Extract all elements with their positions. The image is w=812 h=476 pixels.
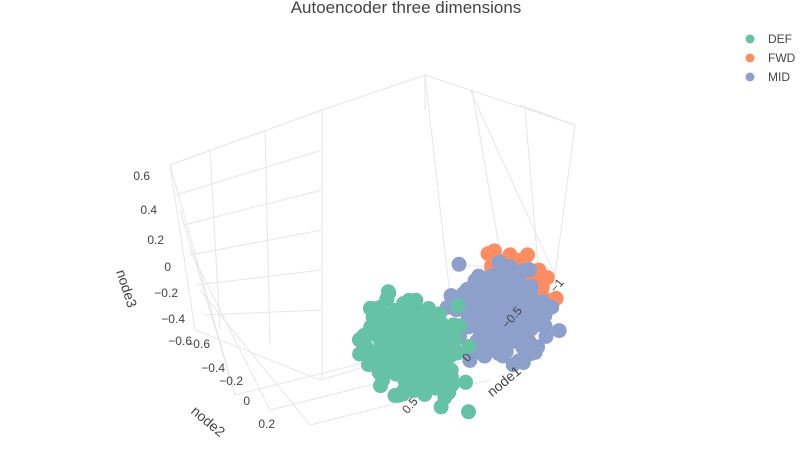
point-fwd — [486, 243, 502, 259]
legend-label: DEF — [768, 32, 792, 46]
point-def — [406, 382, 422, 398]
point-def — [439, 331, 455, 347]
point-def — [373, 378, 388, 394]
point-def — [440, 383, 456, 399]
point-def — [392, 362, 408, 378]
point-mid — [527, 344, 543, 360]
point-def — [443, 369, 459, 385]
point-def — [383, 329, 399, 345]
point-def — [358, 339, 374, 355]
z-tick-label: −0.6 — [168, 334, 192, 348]
point-def — [422, 364, 438, 380]
point-def — [429, 376, 445, 392]
legend-label: MID — [768, 70, 790, 84]
y-axis-ticks: −0.6 −0.4−0.20 0.2 — [186, 337, 275, 431]
y-tick-label: −0.2 — [219, 374, 243, 388]
point-def — [458, 374, 474, 390]
point-def — [379, 291, 395, 307]
point-def — [416, 342, 432, 357]
series-def — [351, 284, 477, 420]
z-tick-label: 0 — [164, 260, 171, 274]
point-mid — [534, 298, 549, 314]
y-tick-label: 0 — [243, 394, 250, 408]
point-def — [461, 404, 476, 420]
point-mid — [503, 267, 519, 283]
legend-marker — [745, 34, 755, 44]
point-mid — [523, 279, 539, 295]
point-mid — [551, 323, 567, 339]
x-axis-title: node1 — [484, 362, 524, 399]
series-mid — [436, 254, 567, 373]
point-mid — [491, 345, 507, 361]
z-tick-label: 0.2 — [147, 233, 164, 247]
point-mid — [463, 280, 479, 296]
point-def — [383, 313, 399, 329]
point-def — [461, 339, 477, 354]
y-tick-label: 0.2 — [258, 417, 275, 431]
y-tick-label: −0.4 — [201, 361, 225, 375]
point-mid — [478, 271, 494, 287]
y-axis-title: node2 — [188, 403, 228, 440]
point-def — [406, 303, 422, 319]
y-tick-label: −0.6 — [186, 337, 210, 351]
grid-layer — [169, 74, 576, 426]
point-mid — [481, 324, 497, 340]
point-mid — [515, 355, 531, 371]
point-def — [365, 309, 381, 325]
point-def — [450, 298, 466, 314]
z-tick-label: −0.4 — [161, 312, 185, 326]
scatter-points — [351, 243, 567, 420]
legend-item-fwd[interactable]: FWD — [745, 51, 796, 65]
z-tick-label: −0.2 — [154, 286, 178, 300]
z-axis-title: node3 — [113, 267, 140, 309]
point-mid — [477, 348, 493, 364]
point-def — [405, 360, 420, 376]
legend-label: FWD — [768, 51, 796, 65]
legend-marker — [745, 72, 755, 82]
point-def — [422, 312, 438, 328]
z-axis-ticks: 0.6 0.4 0.20 −0.2 −0.4 −0.6 — [133, 169, 192, 348]
point-mid — [484, 292, 499, 308]
point-mid — [524, 319, 540, 335]
point-def — [399, 321, 415, 337]
legend[interactable]: DEF FWD MID — [745, 32, 796, 84]
point-mid — [500, 326, 516, 342]
legend-marker — [745, 53, 755, 63]
point-def — [433, 399, 449, 415]
point-mid — [462, 352, 478, 368]
point-fwd — [539, 270, 555, 286]
point-mid — [515, 263, 531, 279]
chart-title: Autoencoder three dimensions — [291, 0, 522, 17]
point-mid — [505, 303, 521, 319]
point-mid — [451, 256, 467, 272]
z-tick-label: 0.6 — [133, 169, 150, 183]
z-tick-label: 0.4 — [140, 203, 157, 217]
legend-item-def[interactable]: DEF — [745, 32, 793, 46]
point-mid — [507, 283, 522, 299]
point-mid — [465, 297, 481, 313]
point-def — [372, 341, 388, 357]
legend-item-mid[interactable]: MID — [745, 70, 791, 84]
